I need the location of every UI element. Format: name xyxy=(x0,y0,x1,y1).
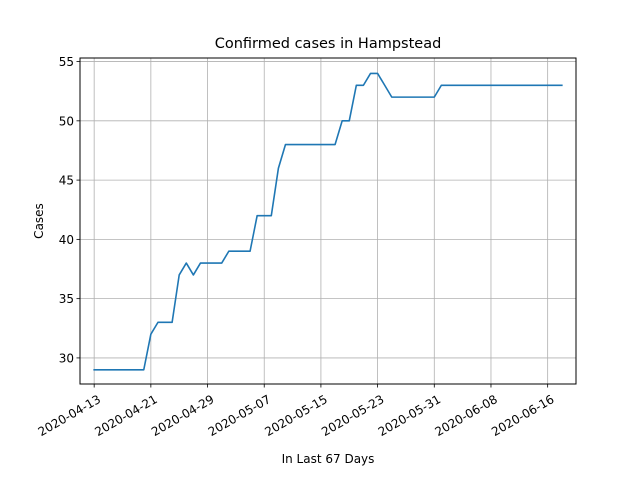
grid xyxy=(80,58,576,384)
y-tick-label: 50 xyxy=(59,114,74,128)
y-tick-label: 55 xyxy=(59,55,74,69)
series-layer xyxy=(93,72,563,371)
plot-frame xyxy=(79,57,577,385)
y-tick-label: 45 xyxy=(59,174,74,188)
y-axis-label: Cases xyxy=(32,203,46,239)
y-tick-label: 40 xyxy=(59,233,74,247)
series-line xyxy=(93,72,563,371)
y-tick-label: 35 xyxy=(59,292,74,306)
chart-title: Confirmed cases in Hampstead xyxy=(215,36,442,52)
y-tick-label: 30 xyxy=(59,351,74,365)
x-axis-label: In Last 67 Days xyxy=(282,452,375,466)
